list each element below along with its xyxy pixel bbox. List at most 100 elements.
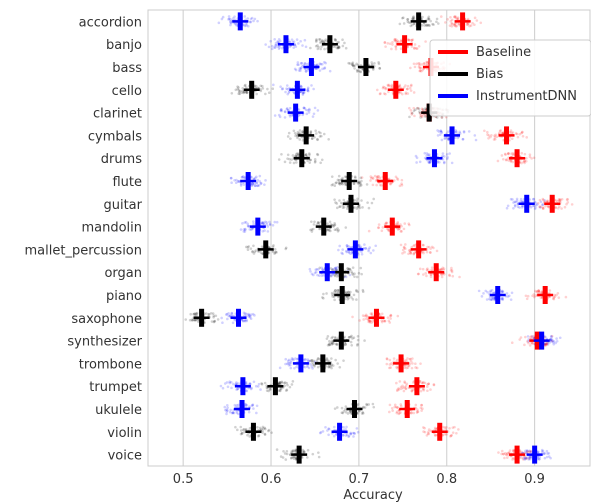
sample-point bbox=[359, 182, 362, 186]
sample-point bbox=[503, 456, 506, 460]
sample-point bbox=[252, 244, 255, 248]
sample-point bbox=[514, 200, 518, 204]
sample-point bbox=[405, 366, 408, 370]
sample-point bbox=[345, 433, 349, 437]
sample-point bbox=[243, 15, 247, 18]
sample-point bbox=[356, 181, 360, 185]
sample-point bbox=[370, 201, 374, 205]
sample-point bbox=[237, 412, 240, 416]
sample-point bbox=[301, 138, 305, 142]
sample-point bbox=[281, 87, 284, 90]
x-tick-label: 0.8 bbox=[436, 472, 457, 487]
sample-point bbox=[454, 15, 457, 18]
sample-point bbox=[237, 403, 240, 407]
sample-point bbox=[397, 227, 401, 230]
sample-point bbox=[287, 109, 290, 112]
sample-point bbox=[299, 67, 303, 71]
sample-point bbox=[416, 272, 420, 276]
sample-point bbox=[253, 184, 257, 188]
sample-point bbox=[491, 296, 495, 299]
sample-point bbox=[323, 66, 327, 70]
sample-point bbox=[422, 251, 425, 255]
sample-point bbox=[344, 342, 348, 346]
sample-point bbox=[541, 206, 545, 209]
sample-point bbox=[564, 295, 568, 299]
sample-point bbox=[225, 312, 229, 316]
sample-point bbox=[340, 406, 344, 410]
sample-point bbox=[335, 343, 338, 346]
sample-point bbox=[283, 452, 287, 455]
sample-point bbox=[534, 289, 537, 293]
sample-point bbox=[410, 111, 413, 115]
sample-point bbox=[399, 404, 403, 408]
sample-point bbox=[328, 220, 332, 224]
sample-point bbox=[294, 134, 297, 138]
sample-point bbox=[219, 384, 223, 388]
sample-point bbox=[230, 411, 234, 415]
sample-point bbox=[490, 133, 493, 137]
sample-point bbox=[399, 230, 403, 233]
sample-point bbox=[367, 318, 370, 322]
sample-point bbox=[384, 86, 388, 90]
sample-point bbox=[192, 318, 195, 322]
sample-point bbox=[560, 207, 563, 210]
sample-point bbox=[412, 252, 416, 255]
sample-point bbox=[398, 91, 401, 95]
sample-point bbox=[500, 290, 503, 294]
sample-point bbox=[396, 40, 399, 44]
sample-point bbox=[486, 133, 489, 136]
sample-point bbox=[192, 312, 195, 316]
sample-point bbox=[309, 362, 312, 366]
sample-point bbox=[257, 434, 260, 438]
sample-point bbox=[358, 181, 362, 185]
sample-point bbox=[404, 92, 408, 96]
sample-point bbox=[443, 426, 447, 429]
sample-point bbox=[290, 451, 293, 454]
sample-point bbox=[401, 386, 405, 390]
sample-point bbox=[386, 42, 390, 45]
sample-point bbox=[307, 89, 310, 93]
sample-point bbox=[333, 335, 337, 339]
sample-point bbox=[442, 267, 446, 271]
sample-point bbox=[280, 380, 284, 384]
sample-point bbox=[548, 289, 552, 292]
sample-point bbox=[510, 131, 513, 135]
sample-point bbox=[336, 343, 339, 346]
sample-point bbox=[513, 203, 517, 207]
sample-point bbox=[359, 176, 363, 180]
sample-point bbox=[411, 23, 414, 27]
sample-point bbox=[419, 114, 422, 118]
sample-point bbox=[410, 389, 414, 393]
sample-point bbox=[545, 341, 549, 345]
sample-point bbox=[335, 273, 339, 276]
sample-point bbox=[420, 403, 423, 407]
sample-point bbox=[302, 106, 306, 110]
sample-point bbox=[277, 47, 281, 51]
sample-point bbox=[242, 183, 246, 186]
sample-point bbox=[467, 22, 470, 25]
sample-point bbox=[444, 115, 448, 119]
sample-point bbox=[316, 47, 320, 51]
sample-point bbox=[431, 22, 434, 26]
sample-point bbox=[239, 425, 243, 429]
sample-point bbox=[454, 25, 458, 28]
sample-point bbox=[230, 380, 233, 384]
sample-point bbox=[279, 108, 283, 111]
sample-point bbox=[271, 245, 275, 249]
sample-point bbox=[296, 153, 300, 157]
sample-point bbox=[213, 320, 216, 323]
sample-point bbox=[501, 131, 505, 135]
sample-point bbox=[278, 380, 282, 384]
sample-point bbox=[411, 15, 415, 19]
sample-point bbox=[533, 200, 536, 204]
sample-point bbox=[195, 314, 198, 317]
sample-point bbox=[456, 17, 460, 21]
sample-point bbox=[320, 158, 324, 162]
sample-point bbox=[356, 70, 359, 73]
sample-point bbox=[288, 40, 291, 43]
sample-point bbox=[341, 176, 344, 180]
sample-point bbox=[336, 289, 339, 292]
sample-point bbox=[408, 106, 411, 110]
sample-point bbox=[301, 65, 304, 68]
sample-point bbox=[524, 456, 528, 460]
